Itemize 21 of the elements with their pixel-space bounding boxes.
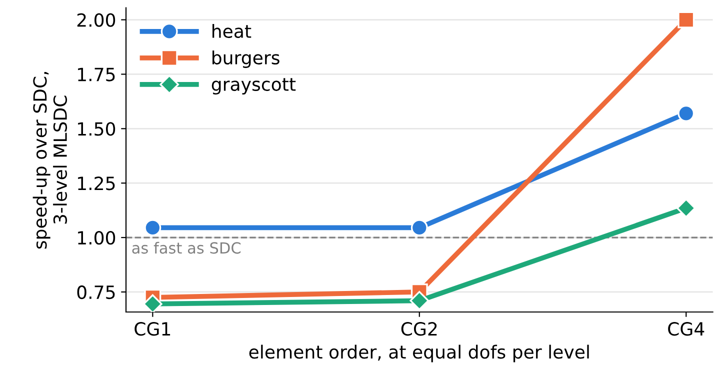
point	[144, 219, 162, 236]
legend-label: heat	[212, 24, 252, 38]
y-tick-label: 0.75	[77, 285, 115, 300]
point	[678, 104, 695, 122]
x-tick-label: CG2	[401, 322, 437, 336]
legend-label: grayscott	[212, 78, 296, 95]
point	[410, 219, 428, 236]
y-tick-label: 1.00	[78, 230, 116, 245]
y-axis-title: speed-up over SDC, 3-level MLSDC	[32, 72, 68, 249]
x-tick-label: CG1	[134, 322, 170, 336]
point	[143, 294, 162, 312]
legend-label: burgers	[212, 50, 280, 68]
point	[410, 291, 430, 310]
x-tick-label: CG4	[668, 322, 704, 336]
y-tick-label: 2.00	[77, 13, 116, 27]
y-tick-label: 1.75	[78, 68, 115, 82]
y-tick-label: 1.50	[78, 122, 116, 136]
x-axis-title: element order, at equal dofs per level	[249, 344, 589, 362]
y-tick-label: 1.25	[78, 176, 115, 190]
ref-line-label: as fast as SDC	[132, 242, 241, 254]
point	[678, 11, 695, 28]
